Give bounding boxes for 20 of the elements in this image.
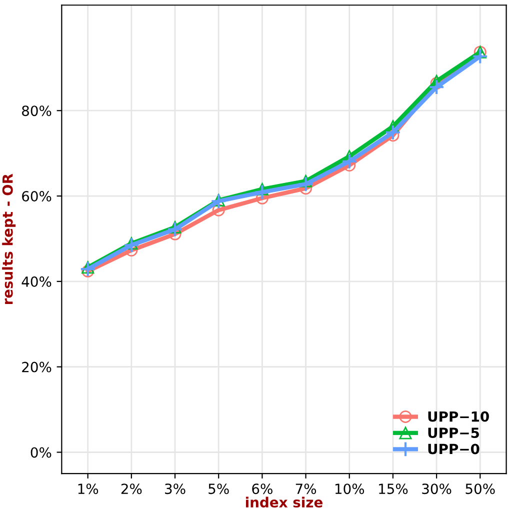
y-tick-label: 0%	[30, 447, 52, 458]
x-tick-label: 15%	[379, 484, 408, 494]
y-tick-label: 20%	[22, 362, 52, 372]
legend-label: UPP−5	[428, 428, 479, 438]
legend-label: UPP−0	[428, 444, 480, 454]
y-tick-label: 60%	[22, 190, 52, 202]
x-tick-label: 7%	[296, 484, 316, 494]
x-tick-label: 1%	[78, 484, 98, 494]
y-tick-label: 80%	[22, 106, 52, 116]
x-tick-label: 3%	[165, 484, 186, 494]
x-tick-label: 6%	[252, 484, 272, 494]
y-axis-title: results kept - OR	[2, 174, 16, 304]
y-tick-label: 40%	[22, 276, 52, 287]
x-tick-label: 2%	[121, 484, 142, 494]
x-tick-label: 10%	[335, 484, 364, 494]
x-axis-title: index size	[246, 496, 322, 508]
x-tick-label: 5%	[208, 484, 229, 494]
x-tick-label: 30%	[422, 484, 452, 494]
x-tick-label: 50%	[466, 484, 495, 494]
legend-label: UPP−10	[428, 411, 489, 422]
